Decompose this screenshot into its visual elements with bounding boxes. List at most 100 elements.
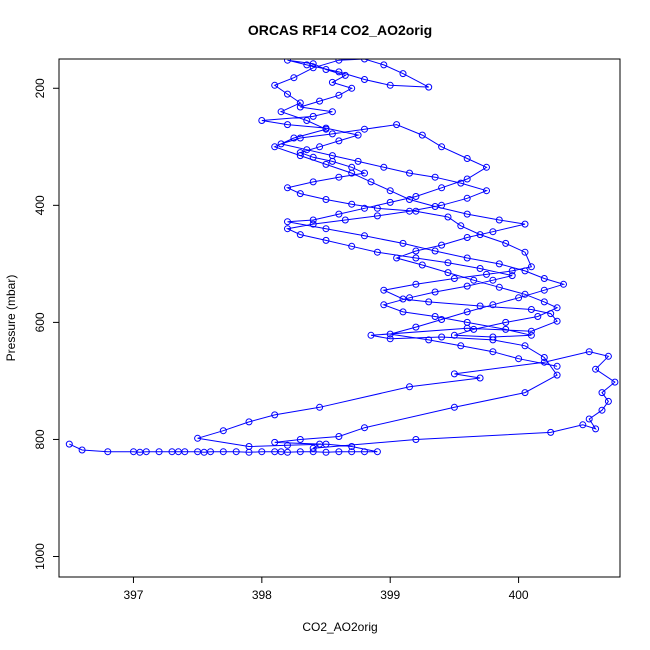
data-point — [412, 193, 420, 200]
y-axis: 200 400 600 800 1000 — [33, 78, 60, 570]
data-point — [598, 389, 606, 397]
data-point — [258, 117, 266, 124]
data-point — [361, 204, 368, 212]
data-point — [431, 247, 439, 255]
data-point — [470, 276, 478, 284]
data-point — [361, 424, 368, 432]
data-point — [431, 313, 439, 320]
data-point — [438, 316, 446, 323]
data-point — [502, 325, 510, 333]
data-point — [284, 225, 291, 233]
data-point — [412, 254, 420, 262]
data-point — [604, 352, 612, 360]
data-point — [592, 365, 600, 373]
data-point — [309, 178, 317, 186]
data-point — [380, 61, 388, 69]
data-point — [104, 448, 112, 456]
x-tick-label: 397 — [123, 588, 143, 602]
data-point — [406, 196, 413, 203]
data-point — [309, 112, 317, 120]
data-point — [399, 295, 407, 303]
data-point — [354, 157, 362, 165]
data-point — [322, 66, 330, 73]
data-point — [296, 448, 304, 456]
data-point — [406, 383, 413, 391]
data-point — [354, 131, 362, 139]
data-point — [271, 438, 279, 446]
data-point — [604, 397, 612, 405]
data-point — [386, 187, 394, 195]
data-point — [534, 313, 542, 320]
data-point — [245, 443, 253, 450]
data-point — [483, 163, 490, 171]
data-point — [495, 283, 503, 291]
data-point — [335, 68, 343, 76]
data-point — [78, 446, 86, 454]
data-point — [348, 84, 356, 92]
data-point — [508, 267, 516, 275]
data-point — [393, 254, 401, 262]
data-point — [457, 222, 465, 230]
data-point — [271, 81, 279, 89]
data-point — [547, 310, 555, 318]
data-point — [335, 210, 343, 218]
data-point — [515, 294, 523, 302]
data-point — [316, 97, 324, 105]
data-point — [303, 61, 311, 69]
data-point — [373, 448, 381, 456]
data-point — [463, 155, 471, 162]
data-point — [296, 190, 304, 198]
data-point — [457, 179, 465, 187]
y-tick-label: 800 — [33, 429, 47, 449]
data-point — [450, 370, 458, 378]
data-point — [277, 108, 285, 116]
data-point — [296, 103, 304, 111]
data-point — [284, 218, 291, 226]
data-point — [444, 259, 452, 267]
data-point — [361, 125, 368, 133]
data-point — [457, 342, 465, 350]
data-point — [412, 323, 420, 331]
data-point — [495, 260, 503, 268]
data-point — [65, 440, 73, 448]
data-point — [444, 269, 452, 277]
data-point — [380, 286, 388, 294]
data-point — [521, 389, 529, 397]
data-point — [335, 91, 343, 99]
data-point — [495, 216, 503, 224]
data-point — [309, 220, 317, 228]
data-point — [399, 70, 407, 78]
y-tick-label: 600 — [33, 312, 47, 332]
data-point — [431, 203, 439, 210]
x-tick-label: 399 — [380, 588, 400, 602]
data-point — [367, 178, 375, 186]
data-point — [328, 130, 336, 138]
data-point — [380, 301, 388, 309]
data-point — [284, 90, 291, 98]
data-point — [322, 125, 330, 133]
data-point — [399, 239, 407, 247]
data-point — [476, 302, 484, 310]
data-point — [489, 301, 497, 309]
data-point — [271, 411, 279, 419]
data-point — [386, 335, 394, 343]
data-point — [361, 232, 368, 240]
data-point — [463, 318, 471, 326]
data-point — [328, 78, 336, 86]
data-point — [373, 204, 381, 212]
data-point — [540, 354, 548, 361]
data-point — [489, 333, 497, 341]
data-point — [399, 308, 407, 316]
data-point — [470, 325, 478, 333]
data-point — [309, 64, 317, 72]
data-point — [380, 163, 388, 171]
data-point — [361, 76, 368, 83]
data-point — [348, 242, 356, 250]
data-point — [316, 403, 324, 411]
data-point — [348, 169, 356, 177]
data-point — [431, 288, 439, 296]
data-point — [296, 99, 304, 107]
data-point — [316, 143, 324, 151]
data-point — [521, 342, 529, 350]
data-point — [438, 201, 446, 209]
